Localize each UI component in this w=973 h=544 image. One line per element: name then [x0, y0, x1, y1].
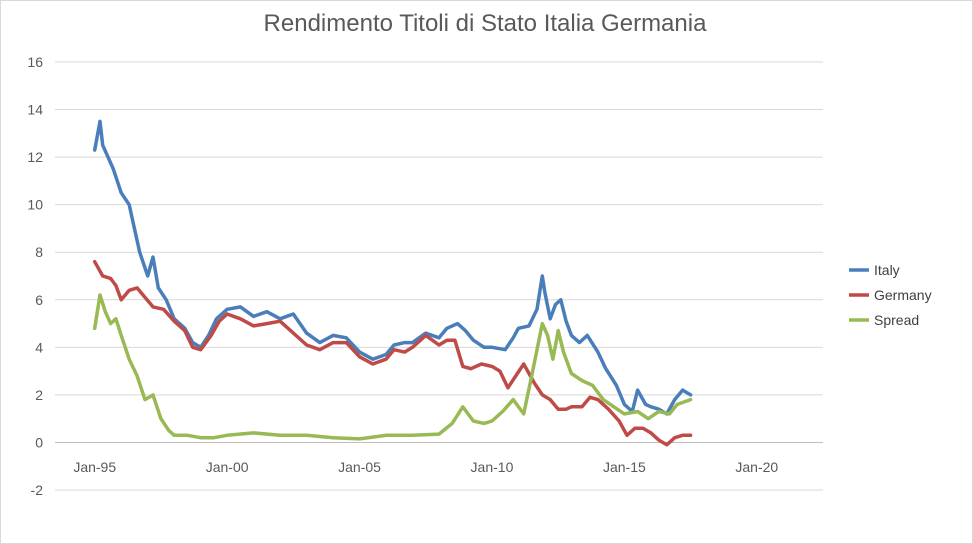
y-tick-label: 6 [35, 292, 43, 308]
y-axis: -2 0 2 4 6 8 10 12 14 16 [27, 54, 43, 498]
x-axis: Jan-95 Jan-00 Jan-05 Jan-10 Jan-15 Jan-20 [73, 459, 778, 475]
y-tick-label: 4 [35, 339, 43, 355]
y-tick-label: -2 [31, 482, 44, 498]
legend-label-italy: Italy [874, 262, 900, 278]
x-tick-label: Jan-20 [735, 459, 778, 475]
x-tick-label: Jan-00 [206, 459, 249, 475]
y-tick-label: 2 [35, 387, 43, 403]
gridlines [55, 61, 823, 491]
y-tick-label: 8 [35, 244, 43, 260]
legend-label-spread: Spread [874, 312, 919, 328]
y-tick-label: 16 [27, 54, 43, 70]
x-tick-label: Jan-05 [338, 459, 381, 475]
x-tick-label: Jan-15 [603, 459, 646, 475]
chart-title: Rendimento Titoli di Stato Italia German… [264, 10, 708, 37]
series-line-germany [92, 259, 693, 447]
y-tick-label: 12 [27, 149, 43, 165]
x-tick-label: Jan-10 [471, 459, 514, 475]
series-line-italy [92, 119, 693, 416]
series-line-spread [92, 293, 693, 441]
y-tick-label: 10 [27, 197, 43, 213]
legend-label-germany: Germany [874, 287, 932, 303]
series-lines [92, 119, 693, 447]
y-tick-label: 0 [35, 434, 43, 450]
legend: Italy Germany Spread [849, 262, 932, 328]
x-tick-label: Jan-95 [73, 459, 116, 475]
y-tick-label: 14 [27, 102, 43, 118]
